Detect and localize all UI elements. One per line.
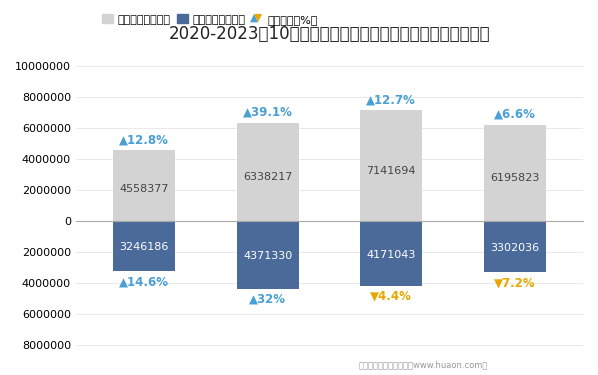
Text: 3246186: 3246186: [119, 242, 169, 252]
Bar: [237, 221, 298, 289]
Bar: [484, 221, 546, 272]
Text: ▲12.7%: ▲12.7%: [367, 93, 416, 106]
Bar: [484, 125, 546, 221]
Text: 4171043: 4171043: [367, 249, 416, 259]
Bar: [361, 221, 422, 285]
Text: 4371330: 4371330: [243, 251, 292, 261]
Bar: [113, 150, 175, 221]
Bar: [361, 111, 422, 221]
Text: ▲39.1%: ▲39.1%: [243, 106, 292, 118]
Text: ▲12.8%: ▲12.8%: [119, 133, 169, 146]
Text: 4558377: 4558377: [119, 184, 169, 194]
Text: 7141694: 7141694: [367, 166, 416, 176]
Bar: [237, 123, 298, 221]
Text: ▲32%: ▲32%: [249, 293, 286, 306]
Text: ▲14.6%: ▲14.6%: [119, 276, 169, 288]
Bar: [113, 221, 175, 271]
Legend: 出口额（万美元）, 进口额（万美元）, 同比增长（%）: 出口额（万美元）, 进口额（万美元）, 同比增长（%）: [102, 14, 318, 24]
Text: 3302036: 3302036: [490, 243, 539, 252]
Text: ▼7.2%: ▼7.2%: [494, 276, 536, 290]
Text: 6195823: 6195823: [490, 173, 539, 183]
Text: 6338217: 6338217: [243, 172, 292, 182]
Text: ▲6.6%: ▲6.6%: [494, 108, 536, 121]
Text: 制图：华经产业研究院（www.huaon.com）: 制图：华经产业研究院（www.huaon.com）: [359, 360, 488, 369]
Text: ▼4.4%: ▼4.4%: [370, 290, 412, 303]
Title: 2020-2023年10月安徽省商品收发货人所在地进、出口额统计: 2020-2023年10月安徽省商品收发货人所在地进、出口额统计: [169, 25, 490, 43]
